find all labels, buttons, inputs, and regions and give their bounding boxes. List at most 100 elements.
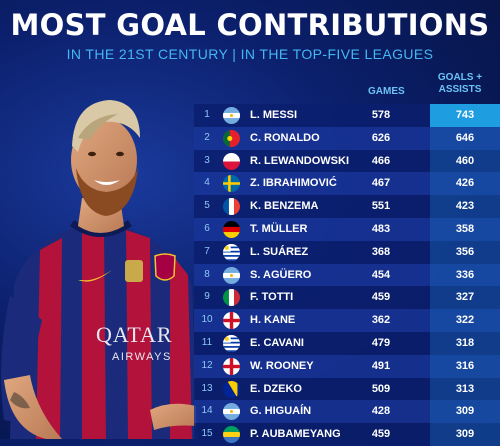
goal-contributions: 356 xyxy=(455,245,475,258)
player-name: L. MESSI xyxy=(250,109,298,121)
poland-flag-icon xyxy=(223,152,240,170)
sponsor-line2: AIRWAYS xyxy=(112,351,172,363)
header-goals-assists: GOALS + ASSISTS xyxy=(431,72,489,96)
italy-flag-icon xyxy=(223,289,240,307)
player-name: S. AGÜERO xyxy=(250,268,312,281)
games-count: 428 xyxy=(371,405,391,418)
rank: 11 xyxy=(201,336,213,348)
rank: 12 xyxy=(201,359,213,371)
games-count: 467 xyxy=(371,177,391,190)
goal-contributions: 743 xyxy=(455,109,475,121)
games-count: 479 xyxy=(371,336,391,349)
rank: 13 xyxy=(201,382,213,394)
rankings-table: GAMES GOALS + ASSISTS 1 L. MESSI 578 743 2 C.… xyxy=(194,72,500,446)
goal-contributions-cell: 313 xyxy=(430,377,500,401)
table-row: 8 S. AGÜERO 454 336 xyxy=(194,263,500,287)
rank: 9 xyxy=(204,291,210,303)
table-row: 10 H. KANE 362 322 xyxy=(194,309,500,332)
portugal-flag-icon xyxy=(223,129,240,147)
player-name: W. ROONEY xyxy=(250,359,314,372)
bosnia-flag-icon xyxy=(223,380,240,398)
goal-contributions-cell: 309 xyxy=(430,400,500,424)
argentina-flag-icon xyxy=(223,107,240,124)
sweden-flag-icon xyxy=(223,175,240,193)
goal-contributions-cell: 316 xyxy=(430,354,500,378)
table-body: 1 L. MESSI 578 743 2 C. RONALDO 626 646 3 R. LEWA… xyxy=(194,104,500,446)
sponsor-line1: QATAR xyxy=(96,322,173,347)
goal-contributions: 460 xyxy=(455,154,475,167)
goal-contributions-cell: 309 xyxy=(430,423,500,446)
player-name: T. MÜLLER xyxy=(250,222,308,235)
games-count: 578 xyxy=(371,109,391,121)
table-header: GAMES GOALS + ASSISTS xyxy=(194,72,500,104)
uruguay-flag-icon xyxy=(223,334,240,352)
goal-contributions-cell: 743 xyxy=(430,104,500,127)
table-row: 14 G. HIGUAÍN 428 309 xyxy=(194,400,500,424)
table-row: 5 K. BENZEMA 551 423 xyxy=(194,195,500,218)
player-name: F. TOTTI xyxy=(250,291,294,304)
goal-contributions-cell: 646 xyxy=(430,126,500,150)
games-count: 362 xyxy=(371,314,391,327)
table-row: 1 L. MESSI 578 743 xyxy=(194,104,500,127)
games-count: 483 xyxy=(371,222,391,235)
table-row: 2 C. RONALDO 626 646 xyxy=(194,126,500,150)
player-name: E. DZEKO xyxy=(250,382,302,395)
table-row: 9 F. TOTTI 459 327 xyxy=(194,286,500,310)
games-count: 368 xyxy=(371,245,391,258)
goal-contributions: 316 xyxy=(455,359,475,372)
games-count: 509 xyxy=(371,382,391,395)
games-count: 626 xyxy=(371,131,391,144)
goal-contributions: 309 xyxy=(455,428,475,441)
goal-contributions-cell: 356 xyxy=(430,240,500,264)
goal-contributions-cell: 318 xyxy=(430,331,500,355)
player-name: Z. IBRAHIMOVIĆ xyxy=(250,177,337,190)
header-games: GAMES xyxy=(368,86,405,97)
rank: 7 xyxy=(204,245,210,257)
rank: 2 xyxy=(204,131,210,143)
table-row: 3 R. LEWANDOWSKI 466 460 xyxy=(194,149,500,173)
goal-contributions: 336 xyxy=(455,268,475,281)
table-row: 7 L. SUÁREZ 368 356 xyxy=(194,240,500,264)
france-flag-icon xyxy=(223,198,240,216)
rank: 3 xyxy=(204,154,210,166)
player-name: E. CAVANI xyxy=(250,336,304,349)
player-name: G. HIGUAÍN xyxy=(250,405,312,418)
goal-contributions-cell: 460 xyxy=(430,149,500,173)
table-row: 13 E. DZEKO 509 313 xyxy=(194,377,500,401)
games-count: 459 xyxy=(371,291,391,304)
argentina-flag-icon xyxy=(223,403,240,421)
goal-contributions: 327 xyxy=(455,291,475,304)
games-count: 551 xyxy=(371,200,391,213)
uruguay-flag-icon xyxy=(223,243,240,261)
page-title: MOST GOAL CONTRIBUTIONS xyxy=(10,8,490,42)
player-name: R. LEWANDOWSKI xyxy=(250,154,349,167)
rank: 6 xyxy=(204,222,210,234)
rank: 10 xyxy=(201,314,213,326)
goal-contributions: 309 xyxy=(455,405,475,418)
goal-contributions-cell: 423 xyxy=(430,195,500,218)
rank: 14 xyxy=(201,405,213,417)
games-count: 491 xyxy=(371,359,391,372)
rank: 1 xyxy=(204,109,210,120)
table-row: 12 W. ROONEY 491 316 xyxy=(194,354,500,378)
rank: 5 xyxy=(204,200,210,212)
games-count: 454 xyxy=(371,268,391,281)
player-photo: QATAR AIRWAYS xyxy=(1,100,198,439)
rank: 4 xyxy=(204,177,210,189)
player-name: C. RONALDO xyxy=(250,131,320,144)
argentina-flag-icon xyxy=(223,266,240,284)
player-name: K. BENZEMA xyxy=(250,200,319,213)
goal-contributions: 426 xyxy=(455,177,475,190)
player-name: H. KANE xyxy=(250,314,296,327)
table-row: 15 P. AUBAMEYANG 459 309 xyxy=(194,423,500,446)
germany-flag-icon xyxy=(223,220,240,238)
table-row: 11 E. CAVANI 479 318 xyxy=(194,331,500,355)
goal-contributions: 358 xyxy=(455,222,475,235)
england-flag-icon xyxy=(223,312,240,330)
table-row: 6 T. MÜLLER 483 358 xyxy=(194,217,500,241)
games-count: 459 xyxy=(371,428,391,441)
header-ga-line1: GOALS + xyxy=(437,72,483,83)
goal-contributions-cell: 358 xyxy=(430,217,500,241)
table-row: 4 Z. IBRAHIMOVIĆ 467 426 xyxy=(194,172,500,196)
goal-contributions-cell: 322 xyxy=(430,309,500,332)
